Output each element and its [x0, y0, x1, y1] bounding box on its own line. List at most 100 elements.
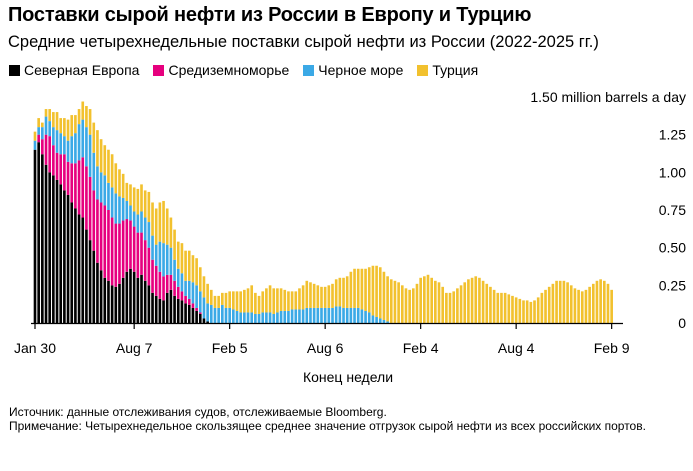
bar-northern-europe: [81, 217, 85, 323]
legend-item-turkey: Турция: [417, 62, 478, 78]
bar-turkey: [316, 285, 320, 308]
bar-black-sea: [169, 247, 173, 275]
bar-black-sea: [364, 310, 367, 323]
note-text: Примечание: Четырехнедельное скользящее …: [9, 419, 646, 433]
bar-turkey: [430, 277, 433, 323]
bar-black-sea: [88, 134, 92, 177]
bar-black-sea: [320, 307, 323, 323]
bar-black-sea: [276, 312, 279, 323]
bar-turkey: [309, 282, 312, 308]
bar-turkey: [92, 122, 96, 153]
bar-northern-europe: [165, 292, 169, 323]
bar-turkey: [154, 208, 158, 245]
bar-black-sea: [66, 140, 70, 162]
bar-black-sea: [232, 309, 235, 323]
bar-turkey: [250, 285, 254, 313]
bar-northern-europe: [151, 292, 154, 323]
bar-turkey: [481, 280, 485, 323]
bar-turkey: [184, 250, 187, 281]
bar-black-sea: [345, 307, 349, 323]
bar-turkey: [173, 229, 176, 260]
bar-black-sea: [217, 307, 220, 323]
bar-turkey: [254, 292, 257, 314]
bar-turkey: [129, 184, 132, 206]
bar-mediterranean: [173, 280, 176, 296]
bar-turkey: [485, 283, 489, 323]
bar-turkey: [44, 109, 48, 117]
bar-turkey: [434, 280, 437, 323]
bar-northern-europe: [202, 318, 206, 323]
bar-northern-europe: [74, 208, 77, 323]
footnote: Источник: данные отслеживания судов, отс…: [9, 405, 669, 433]
bar-turkey: [386, 276, 389, 322]
bar-turkey: [169, 217, 173, 248]
bar-turkey: [408, 289, 411, 323]
bar-mediterranean: [88, 176, 92, 241]
legend-item-mediterranean: Средиземноморье: [153, 62, 289, 78]
x-axis-label: Конец недели: [303, 369, 393, 385]
bar-northern-europe: [85, 229, 88, 323]
bar-turkey: [426, 274, 430, 323]
bar-black-sea: [198, 291, 202, 313]
bar-turkey: [85, 106, 88, 128]
bar-turkey: [228, 291, 231, 308]
chart-legend: Северная Европа Средиземноморье Черное м…: [9, 62, 492, 78]
bar-turkey: [125, 182, 129, 201]
bar-northern-europe: [118, 283, 121, 323]
bar-black-sea: [41, 127, 44, 140]
bar-mediterranean: [66, 161, 70, 195]
bar-black-sea: [184, 280, 187, 296]
bar-black-sea: [298, 309, 301, 323]
bar-mediterranean: [96, 199, 99, 263]
y-tick-label: 0: [678, 315, 686, 331]
bar-turkey: [382, 271, 386, 320]
bar-turkey: [287, 291, 290, 311]
bar-turkey: [48, 109, 52, 122]
legend-label-northern-europe: Северная Европа: [24, 62, 140, 78]
bar-turkey: [360, 268, 364, 310]
bar-turkey: [345, 276, 349, 308]
bar-turkey: [610, 289, 613, 323]
bar-mediterranean: [48, 136, 52, 173]
bar-northern-europe: [103, 277, 107, 323]
bar-black-sea: [301, 309, 305, 323]
bar-turkey: [338, 277, 342, 307]
bar-turkey: [393, 280, 397, 323]
bar-northern-europe: [140, 274, 143, 323]
bar-mediterranean: [165, 274, 169, 293]
bar-black-sea: [287, 310, 290, 323]
bar-northern-europe: [147, 285, 151, 323]
bar-northern-europe: [55, 179, 59, 323]
bar-black-sea: [309, 307, 312, 323]
bar-black-sea: [103, 175, 107, 206]
legend-item-northern-europe: Северная Европа: [9, 62, 139, 78]
bar-turkey: [367, 267, 371, 313]
bar-turkey: [301, 285, 305, 310]
bar-black-sea: [323, 307, 327, 323]
bar-black-sea: [378, 318, 382, 323]
bar-turkey: [320, 286, 323, 308]
bar-black-sea: [342, 307, 345, 323]
bar-turkey: [397, 282, 400, 323]
bar-turkey: [467, 279, 470, 323]
bar-black-sea: [92, 152, 96, 191]
bar-turkey: [41, 122, 44, 128]
bar-black-sea: [180, 273, 184, 292]
bar-black-sea: [107, 182, 110, 210]
bar-black-sea: [187, 280, 191, 299]
bar-black-sea: [140, 211, 143, 233]
bar-turkey: [536, 297, 540, 323]
bar-turkey: [283, 289, 287, 311]
bar-black-sea: [202, 297, 206, 319]
bar-black-sea: [143, 217, 147, 241]
bar-turkey: [96, 130, 99, 167]
bar-turkey: [180, 243, 184, 274]
bar-turkey: [235, 291, 239, 311]
bar-turkey: [132, 187, 136, 212]
bar-northern-europe: [52, 175, 55, 323]
bar-turkey: [195, 258, 198, 286]
bar-northern-europe: [88, 240, 92, 323]
bar-turkey: [213, 295, 217, 308]
bar-turkey: [415, 283, 419, 323]
bar-turkey: [118, 169, 121, 197]
